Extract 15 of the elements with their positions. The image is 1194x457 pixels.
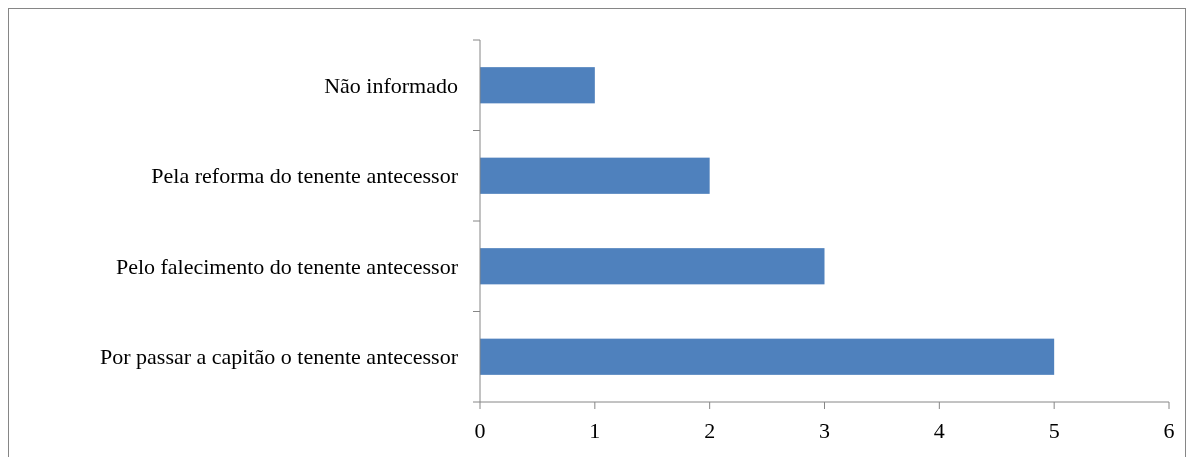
x-tick-label: 1	[589, 418, 601, 443]
bar	[480, 248, 825, 285]
y-tick-label: Pelo falecimento do tenente antecessor	[115, 253, 459, 279]
x-tick-label: 6	[1163, 418, 1175, 443]
bar	[480, 67, 595, 104]
x-tick-label: 4	[933, 418, 945, 443]
y-tick-label: Pela reforma do tenente antecessor	[151, 163, 459, 189]
x-tick-label: 0	[474, 418, 486, 443]
x-tick-label: 5	[1048, 418, 1060, 443]
y-tick-label: Por passar a capitão o tenente antecessor	[100, 344, 459, 370]
y-tick-label: Não informado	[324, 72, 458, 98]
x-tick-label: 3	[819, 418, 830, 443]
x-tick-label: 2	[704, 418, 716, 443]
bar	[480, 157, 710, 194]
bar	[480, 338, 1055, 375]
